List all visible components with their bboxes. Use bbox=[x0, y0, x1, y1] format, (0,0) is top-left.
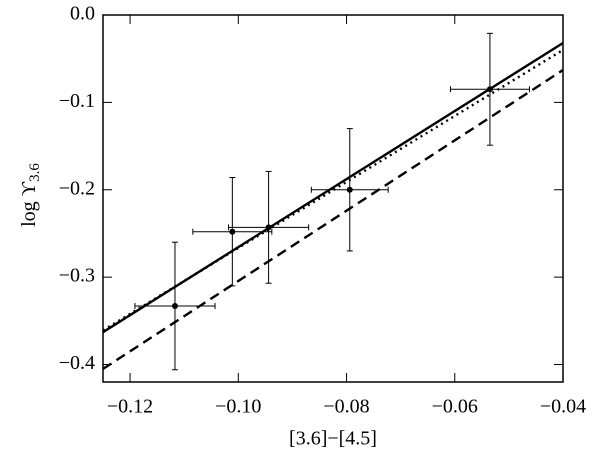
y-tick-label: 0.0 bbox=[70, 3, 95, 25]
x-tick-label: −0.06 bbox=[432, 396, 478, 418]
x-tick-label: −0.10 bbox=[215, 396, 261, 418]
x-tick-label: −0.08 bbox=[323, 396, 369, 418]
x-tick-label: −0.12 bbox=[107, 396, 153, 418]
y-tick-label: −0.2 bbox=[59, 177, 95, 199]
y-tick-label: −0.4 bbox=[59, 352, 95, 374]
y-tick-label: −0.3 bbox=[59, 265, 95, 287]
fit-line bbox=[102, 69, 564, 370]
fit-line bbox=[102, 41, 564, 334]
y-tick-label: −0.1 bbox=[59, 90, 95, 112]
x-axis-label: [3.6]−[4.5] bbox=[289, 428, 377, 450]
data-point bbox=[171, 302, 178, 309]
y-axis-label-subscript: 3.6 bbox=[27, 163, 43, 182]
plot-frame bbox=[102, 14, 564, 383]
data-point bbox=[346, 186, 353, 193]
y-axis-label-main: log ϒ bbox=[18, 181, 40, 227]
data-point bbox=[229, 228, 236, 235]
y-axis-label: log ϒ3.6 bbox=[18, 163, 44, 227]
x-tick-label: −0.04 bbox=[540, 396, 586, 418]
